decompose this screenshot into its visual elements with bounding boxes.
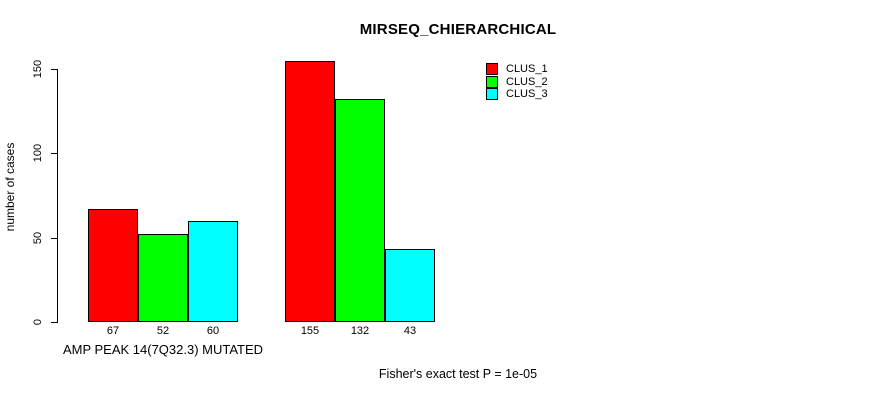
- y-axis-tick: [51, 153, 57, 155]
- y-axis-tick-label: 150: [32, 59, 44, 79]
- legend-swatch-icon: [486, 75, 498, 88]
- y-axis-line: [57, 69, 58, 323]
- legend-row-clus_1: CLUS_1: [486, 63, 548, 76]
- y-axis-tick-label: 50: [32, 231, 44, 244]
- bar-clus_2-group2: [335, 99, 385, 322]
- legend: CLUS_1 CLUS_2 CLUS_3: [486, 63, 548, 101]
- legend-label: CLUS_1: [506, 63, 548, 76]
- bar-clus_2-group1: [138, 234, 188, 322]
- legend-swatch-icon: [486, 63, 498, 76]
- x-axis-group-label: AMP PEAK 14(7Q32.3) MUTATED: [62, 342, 264, 357]
- bar-value-label: 60: [206, 325, 220, 337]
- bar-clus_1-group2: [285, 60, 335, 322]
- y-axis-tick: [51, 237, 57, 239]
- y-axis-title: number of cases: [3, 142, 17, 232]
- y-axis-tick-label: 100: [32, 144, 44, 163]
- bar-clus_3-group2: [385, 249, 435, 322]
- legend-swatch-icon: [486, 88, 498, 101]
- bar-value-label: 43: [403, 325, 417, 337]
- legend-label: CLUS_3: [506, 88, 548, 101]
- bar-value-label: 155: [300, 325, 320, 337]
- legend-label: CLUS_2: [506, 75, 548, 88]
- y-axis-tick: [51, 322, 57, 323]
- bar-clus_3-group1: [188, 220, 238, 322]
- bar-clus_1-group1: [88, 208, 138, 322]
- footnote-fisher-test: Fisher's exact test P = 1e-05: [378, 367, 538, 381]
- legend-row-clus_3: CLUS_3: [486, 88, 548, 101]
- chart-title: MIRSEQ_CHIERARCHICAL: [359, 21, 557, 38]
- y-axis-tick: [51, 69, 57, 70]
- bar-value-label: 67: [106, 325, 120, 337]
- legend-row-clus_2: CLUS_2: [486, 75, 548, 89]
- y-axis-tick-label: 0: [32, 318, 44, 326]
- bar-value-label: 52: [156, 325, 170, 337]
- bar-value-label: 132: [350, 325, 370, 337]
